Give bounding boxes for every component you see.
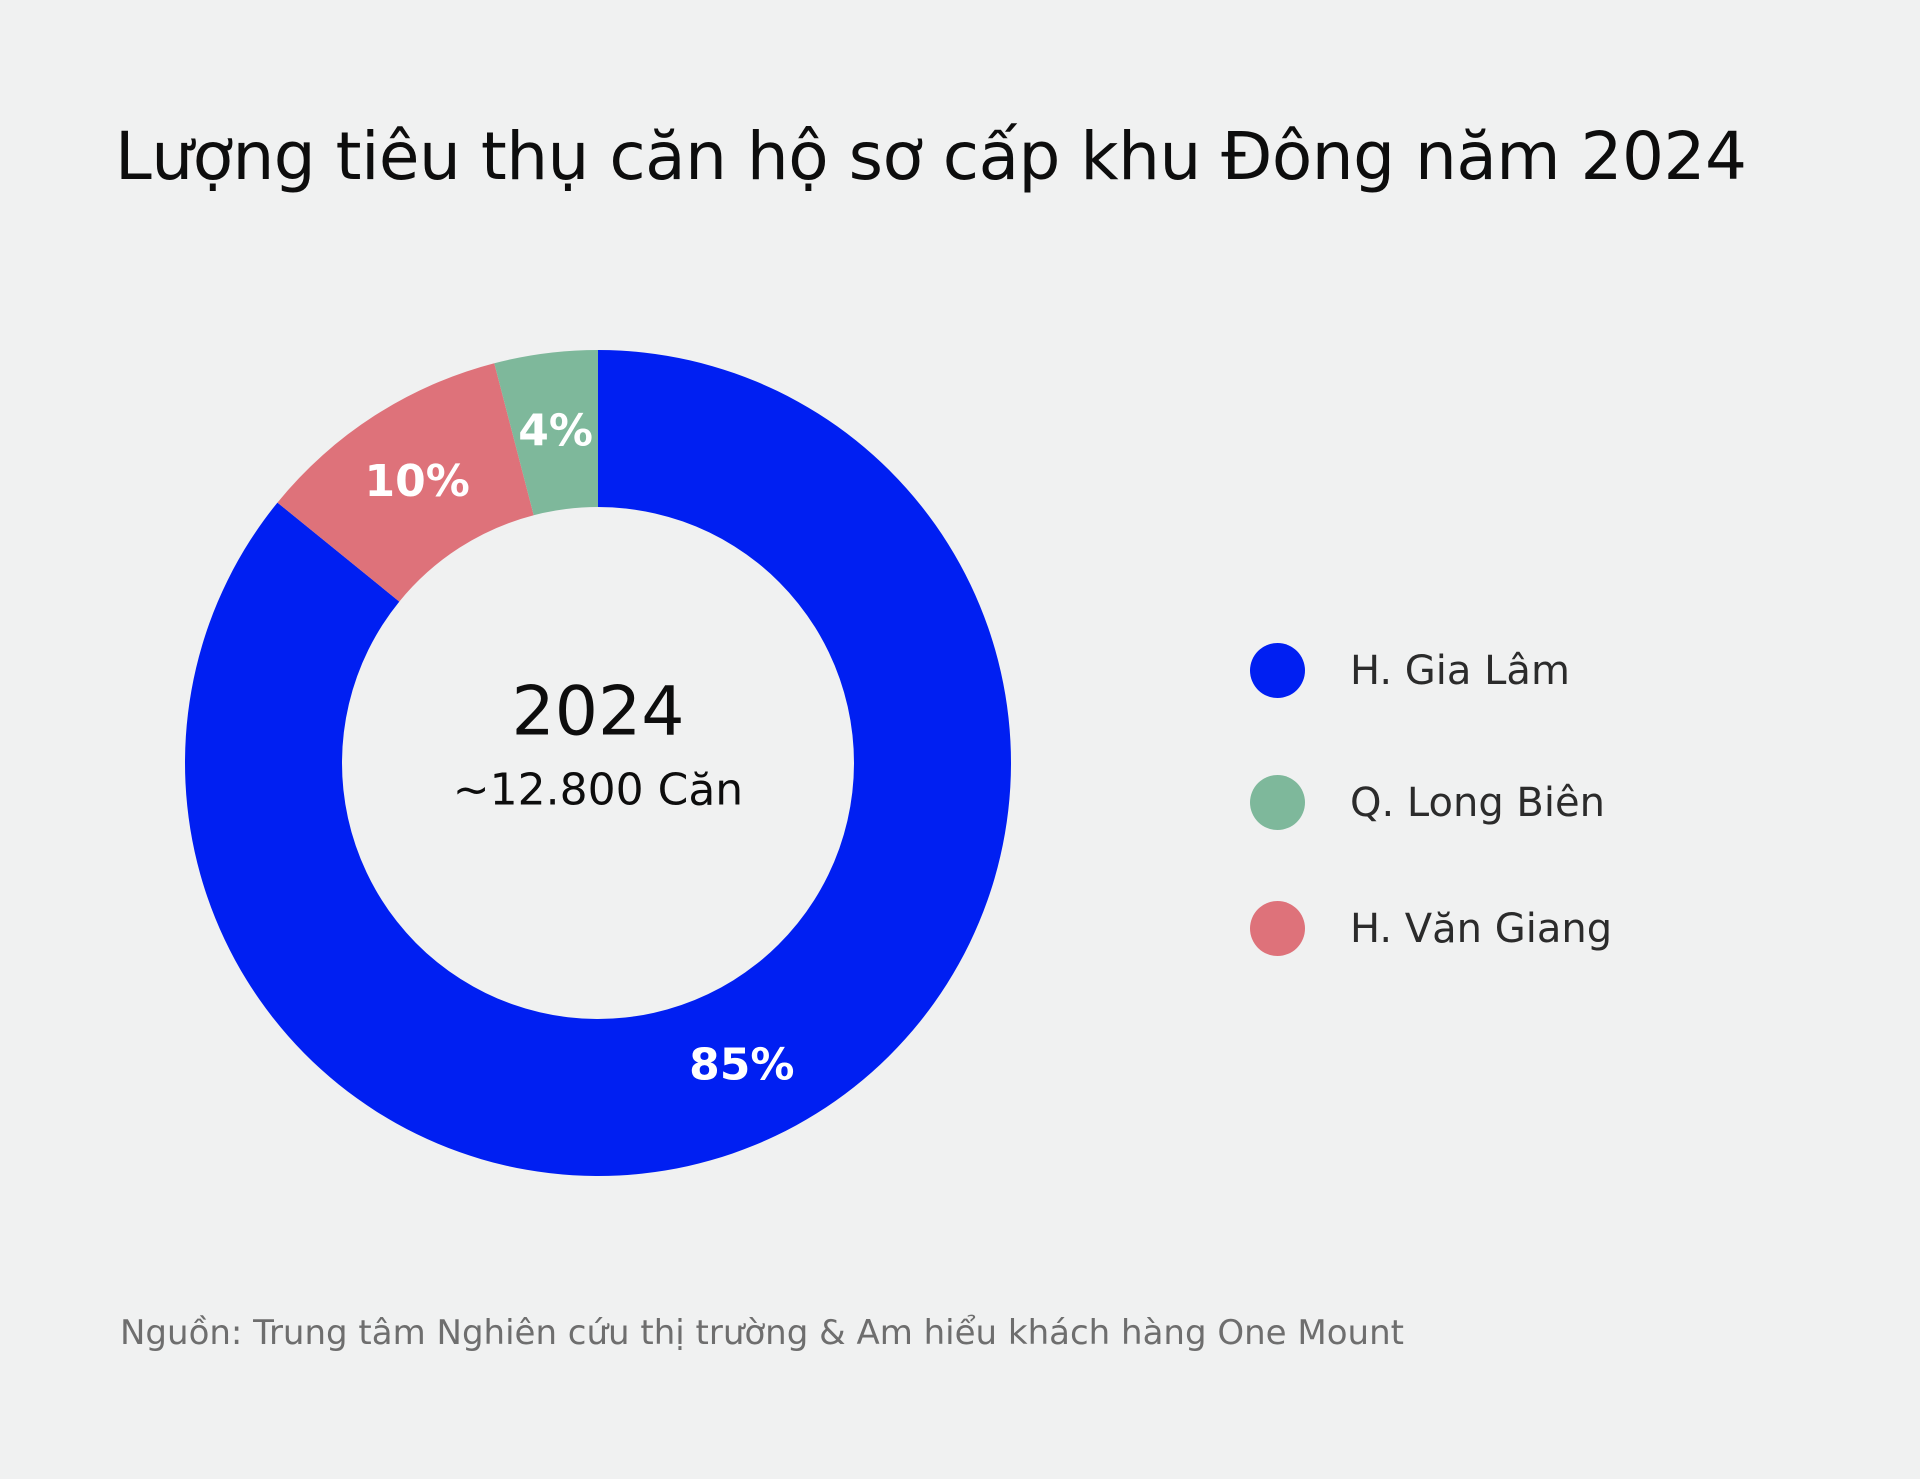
- legend-label: H. Văn Giang: [1350, 906, 1613, 952]
- slice-label-van-giang: 10%: [364, 456, 469, 507]
- legend-label: H. Gia Lâm: [1350, 648, 1570, 694]
- center-total: ~12.800 Căn: [453, 765, 743, 816]
- slice-van-giang: [277, 363, 534, 602]
- slice-long-bien: [494, 350, 598, 516]
- center-year: 2024: [511, 673, 684, 752]
- slice-label-gia-lam: 85%: [689, 1040, 794, 1091]
- legend-swatch: [1250, 901, 1305, 956]
- legend-label: Q. Long Biên: [1350, 780, 1605, 826]
- source-note: Nguồn: Trung tâm Nghiên cứu thị trường &…: [120, 1313, 1404, 1353]
- legend-swatch: [1250, 643, 1305, 698]
- slice-gia-lam: [184, 350, 1011, 1176]
- legend-swatch: [1250, 775, 1305, 830]
- chart-title: Lượng tiêu thụ căn hộ sơ cấp khu Đông nă…: [115, 118, 1747, 195]
- slice-label-long-bien: 4%: [518, 406, 593, 457]
